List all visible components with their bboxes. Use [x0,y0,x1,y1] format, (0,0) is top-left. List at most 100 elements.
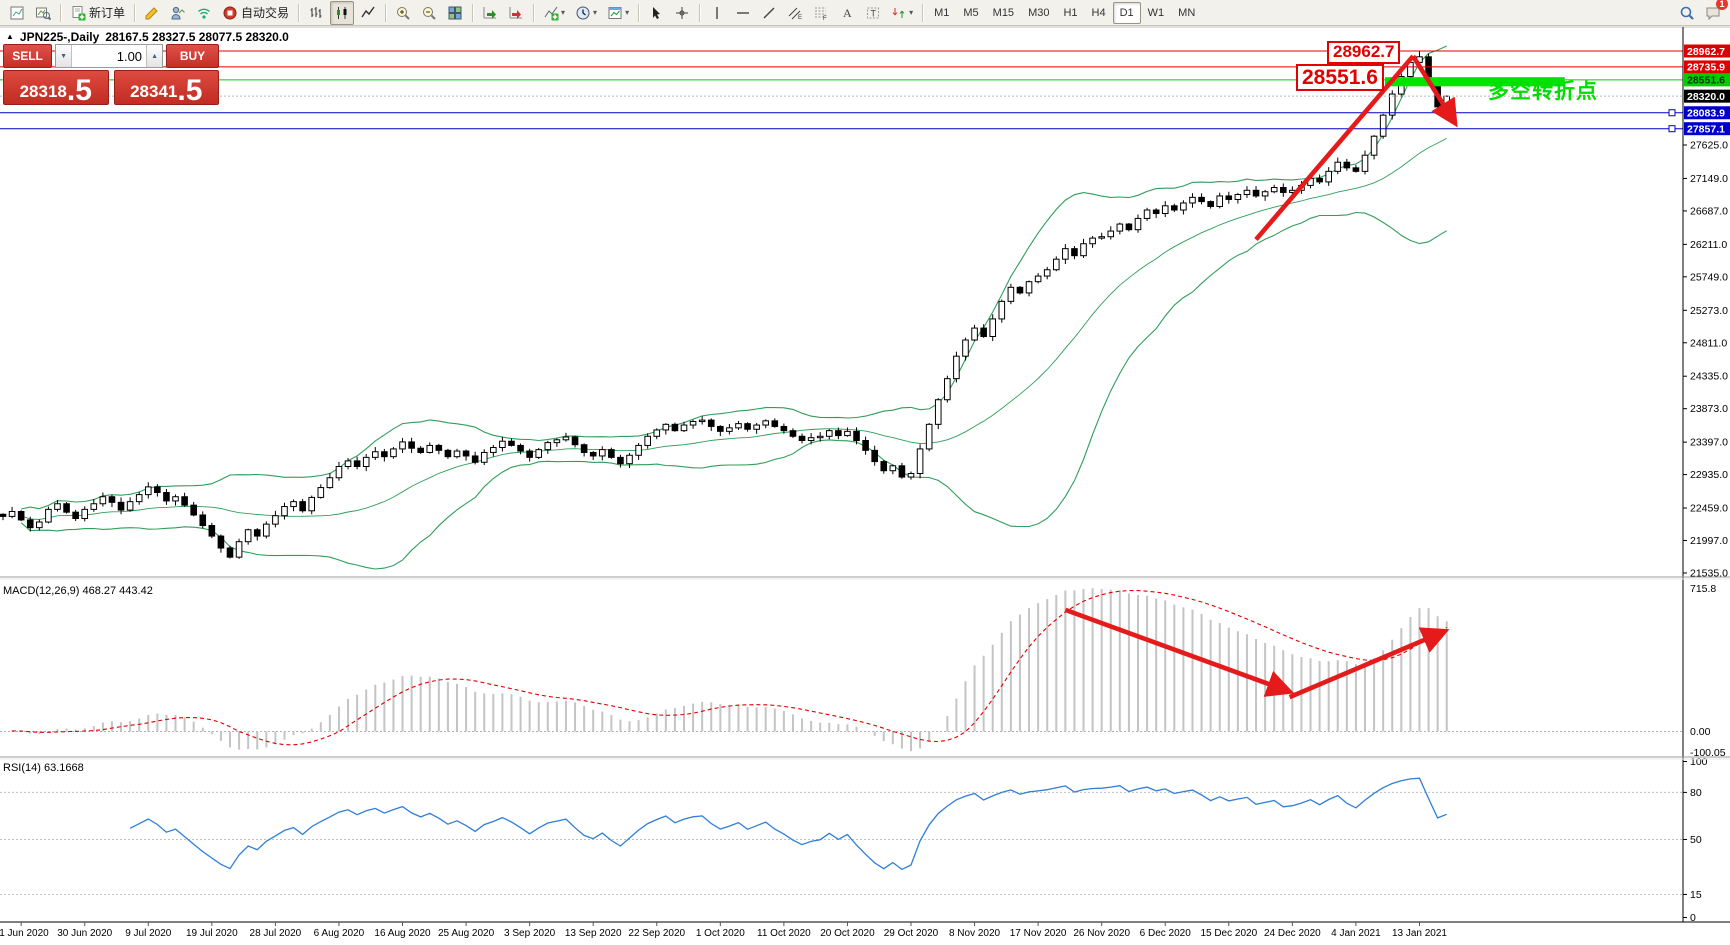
volume-input[interactable] [72,45,147,67]
green-zone-bar[interactable] [1384,77,1565,87]
line-handle[interactable] [1668,109,1676,117]
candle [608,449,615,458]
zoom-out-icon [421,5,437,21]
trend-arrow[interactable] [1254,54,1415,241]
metaeditor-button[interactable] [140,1,164,25]
chart-line-button[interactable] [356,1,380,25]
trend-arrow[interactable] [1064,607,1295,697]
timeframe-m15[interactable]: M15 [992,6,1015,19]
buy-button[interactable]: BUY [166,44,219,68]
dropdown-arrow-icon[interactable]: ▾ [909,8,914,17]
timeframe-w1[interactable]: W1 [1147,6,1165,19]
price-tag [1684,73,1730,87]
price-tag [1684,89,1730,103]
trend-arrow[interactable] [1411,54,1458,128]
sell-button[interactable]: SELL [3,44,53,68]
vertical-line-button[interactable] [705,1,729,25]
drawn-objects[interactable] [1064,54,1565,700]
sell-price-main: 28318 [19,82,67,101]
collapse-triangle-icon[interactable]: ▲ [6,31,14,41]
periods-button[interactable]: ▾ [571,1,601,25]
candle [299,501,306,512]
equidistant-channel-icon: E [787,5,803,21]
sell-price-display[interactable]: 28318 .5 [3,70,109,105]
svg-text:0: 0 [1690,912,1696,924]
new-order-button[interactable]: 新订单 [66,1,129,25]
indicators-button[interactable]: ▾ [539,1,569,25]
candle [508,440,515,446]
timeframe-h4[interactable]: H4 [1091,6,1106,19]
text-button[interactable]: A [835,1,859,25]
candle [163,492,170,502]
timeframe-d1[interactable]: D1 [1112,1,1141,24]
peak-price-label-box[interactable]: 28962.7 [1327,41,1401,64]
candle [217,535,225,549]
crosshair-button[interactable] [670,1,694,25]
candle [717,425,724,432]
expert-advisors-button[interactable] [166,1,190,25]
cursor-button[interactable] [644,1,668,25]
timeframe-mn[interactable]: MN [1178,6,1196,19]
candle [281,506,288,517]
chart-bars-button[interactable] [304,1,328,25]
chart-candles-button[interactable] [330,0,355,25]
fibonacci-button[interactable]: F [809,1,833,25]
text-label-button[interactable]: T [861,1,885,25]
new-chart-button[interactable] [5,1,29,25]
trend-arrow[interactable] [1288,627,1450,700]
timeframe-m1[interactable]: M1 [934,6,950,19]
search-button[interactable] [1675,1,1699,25]
line-handle[interactable] [1668,125,1676,133]
arrows-button[interactable]: ▾ [887,1,917,25]
support-price-label-box[interactable]: 28551.6 [1296,64,1384,92]
price-tick-label: 24811.0 [1690,337,1727,349]
dropdown-arrow-icon[interactable]: ▾ [593,8,598,17]
volume-down-button[interactable]: ▼ [56,45,73,67]
green-note-text[interactable]: 多空转折点 [1488,80,1598,103]
macd-label: MACD(12,26,9) 468.27 443.42 [3,585,153,597]
dropdown-arrow-icon[interactable]: ▾ [625,8,630,17]
candle [916,448,924,475]
candle [853,430,860,442]
fibonacci-icon: F [813,5,829,22]
candle [726,427,733,432]
chart-canvas[interactable]: MACD(12,26,9) 468.27 443.42 715.8 0.00 -100… [0,26,1730,945]
date-label: 16 Aug 2020 [374,928,431,939]
profiles-button[interactable] [31,1,55,25]
signals-button[interactable] [192,1,216,25]
candle [226,547,234,558]
volume-up-button[interactable]: ▲ [146,45,163,67]
buy-price-main: 28341 [130,82,178,101]
candle [880,461,888,472]
candle [390,448,397,458]
zoom-out-button[interactable] [417,1,441,25]
zoom-in-button[interactable] [391,1,415,25]
candle [1279,187,1287,193]
candle [1316,177,1323,183]
candle [689,421,697,426]
autotrading-button[interactable]: 自动交易 [218,1,293,25]
auto-scroll-button[interactable] [478,1,502,25]
chart-shift-button[interactable] [504,1,528,25]
dropdown-arrow-icon[interactable]: ▾ [561,8,566,17]
candle [335,466,343,479]
candle [1370,135,1378,156]
horizontal-line-objects[interactable]: 28962.728735.928551.628320.028083.927857… [0,44,1730,135]
toolbar-separator [533,3,535,22]
equidistant-channel-button[interactable]: E [783,1,807,25]
tile-windows-button[interactable] [443,1,467,25]
crosshair-icon [674,5,690,21]
timeframe-h1[interactable]: H1 [1063,6,1078,19]
candle [99,496,107,505]
chart-window[interactable]: ▲ JPN225-,Daily 28167.5 28327.5 28077.5 … [0,26,1730,945]
horizontal-line-button[interactable] [731,1,755,25]
timeframe-m30[interactable]: M30 [1028,6,1050,19]
templates-button[interactable]: ▾ [603,1,633,25]
trendline-button[interactable] [757,1,781,25]
buy-price-display[interactable]: 28341 .5 [113,70,219,105]
date-label: 6 Aug 2020 [314,928,365,939]
candle [617,456,624,465]
price-tick-label: 26211.0 [1690,239,1727,251]
chat-button[interactable]: 1 [1701,0,1728,25]
timeframe-m5[interactable]: M5 [963,6,979,19]
